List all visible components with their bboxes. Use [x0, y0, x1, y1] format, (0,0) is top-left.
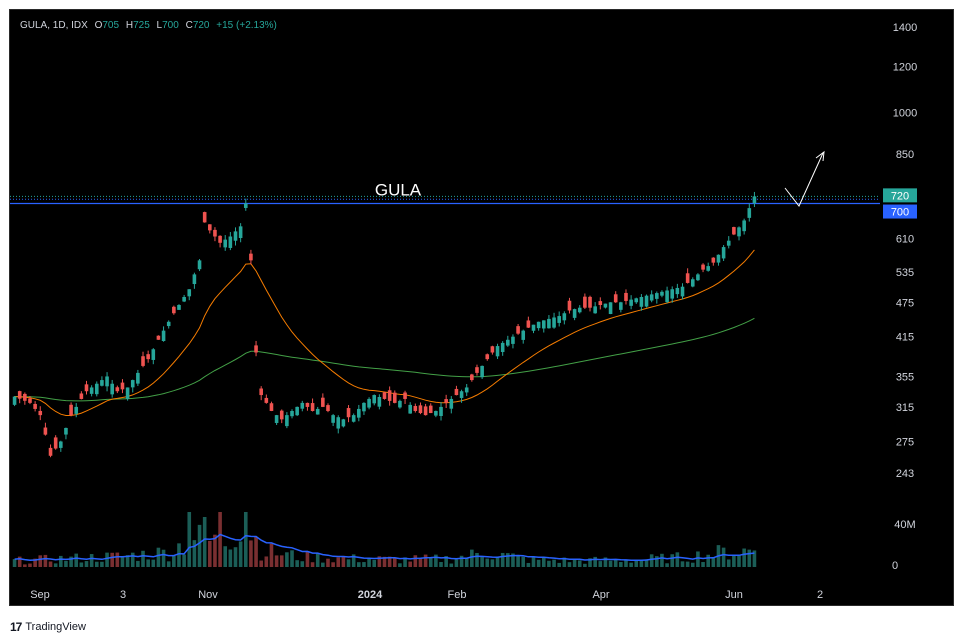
legend-low-value: 700 [162, 20, 179, 31]
footer: 17 TradingView [10, 619, 86, 635]
legend-high-value: 725 [133, 20, 150, 31]
legend-high-label: H [125, 20, 134, 31]
symbol-legend: GULA, 1D, IDX O705 H725 L700 C720 +15 (+… [20, 20, 277, 31]
legend-change: +15 (+2.13%) [216, 20, 277, 31]
legend-open-value: 705 [102, 20, 120, 31]
legend-close-value: 720 [192, 20, 210, 31]
legend-open-label: O [94, 20, 103, 31]
brand-name: TradingView [25, 621, 86, 633]
legend-low-label: L [156, 20, 163, 31]
legend-close-label: C [185, 20, 193, 31]
legend-symbol: GULA, 1D, IDX [20, 20, 88, 31]
tradingview-logo-icon: 17 [10, 620, 22, 634]
chart-area[interactable]: GULA, 1D, IDX O705 H725 L700 C720 +15 (+… [9, 9, 954, 606]
